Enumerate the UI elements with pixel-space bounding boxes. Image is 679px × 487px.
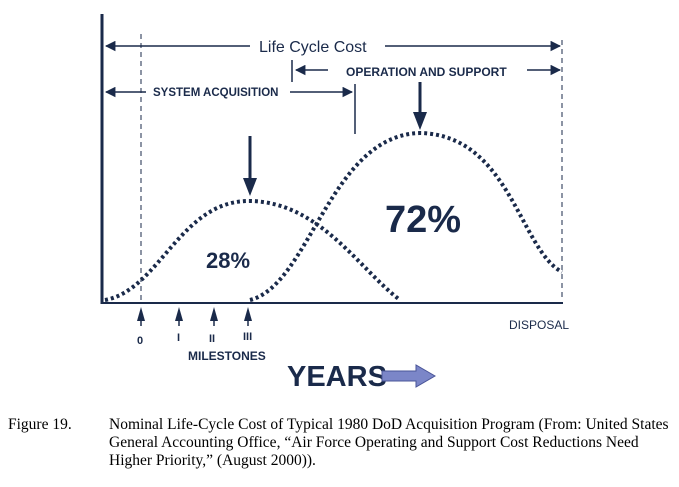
operation-cost-curve xyxy=(249,130,564,302)
disposal-label: DISPOSAL xyxy=(509,318,569,332)
acquisition-cost-curve xyxy=(104,198,402,302)
milestones-label: MILESTONES xyxy=(188,349,266,363)
life-cycle-cost-diagram: Life Cycle Cost OPERATION AND SUPPORT SY… xyxy=(100,14,569,393)
operation-peak-arrow-head xyxy=(413,112,427,130)
acquisition-peak-arrow-head xyxy=(243,178,257,196)
operation-support-label: OPERATION AND SUPPORT xyxy=(346,65,507,79)
years-label: YEARS xyxy=(287,361,387,393)
figure-number: Figure 19. xyxy=(8,416,72,433)
milestone-0-label: 0 xyxy=(137,335,143,347)
milestone-ii-label: II xyxy=(209,333,215,345)
years-arrow-icon xyxy=(381,364,436,388)
milestone-iii-label: III xyxy=(243,331,252,343)
acquisition-percent-label: 28% xyxy=(206,248,250,273)
system-acquisition-label: SYSTEM ACQUISITION xyxy=(153,87,278,99)
milestone-i-label: I xyxy=(177,332,180,344)
life-cycle-cost-label: Life Cycle Cost xyxy=(259,39,367,56)
figure-caption-text: Nominal Life-Cycle Cost of Typical 1980 … xyxy=(109,416,669,469)
operation-percent-label: 72% xyxy=(385,199,461,241)
